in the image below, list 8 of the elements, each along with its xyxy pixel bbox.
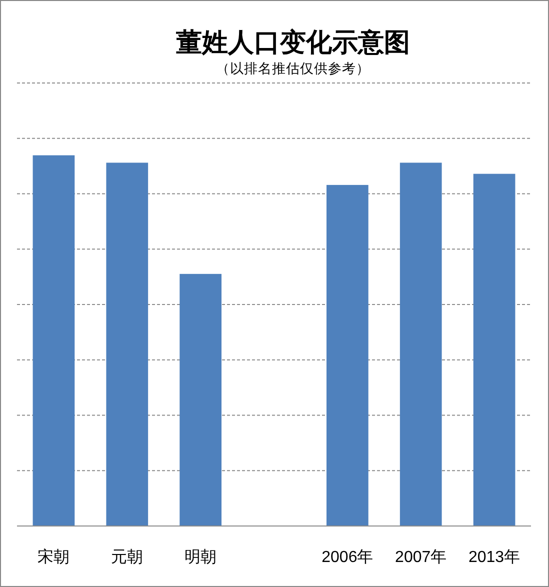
x-tick-label: 元朝 (111, 549, 144, 566)
x-tick-label: 2006年 (322, 549, 374, 566)
title: 董姓人口变化示意图 (176, 28, 410, 58)
subtitle: （以排名推估仅供参考） (216, 61, 370, 77)
x-tick-label: 2013年 (468, 549, 520, 566)
x-tick-label: 宋朝 (38, 549, 70, 566)
x-tick-label: 明朝 (184, 549, 217, 566)
x-tick-label: 2007年 (395, 549, 447, 566)
